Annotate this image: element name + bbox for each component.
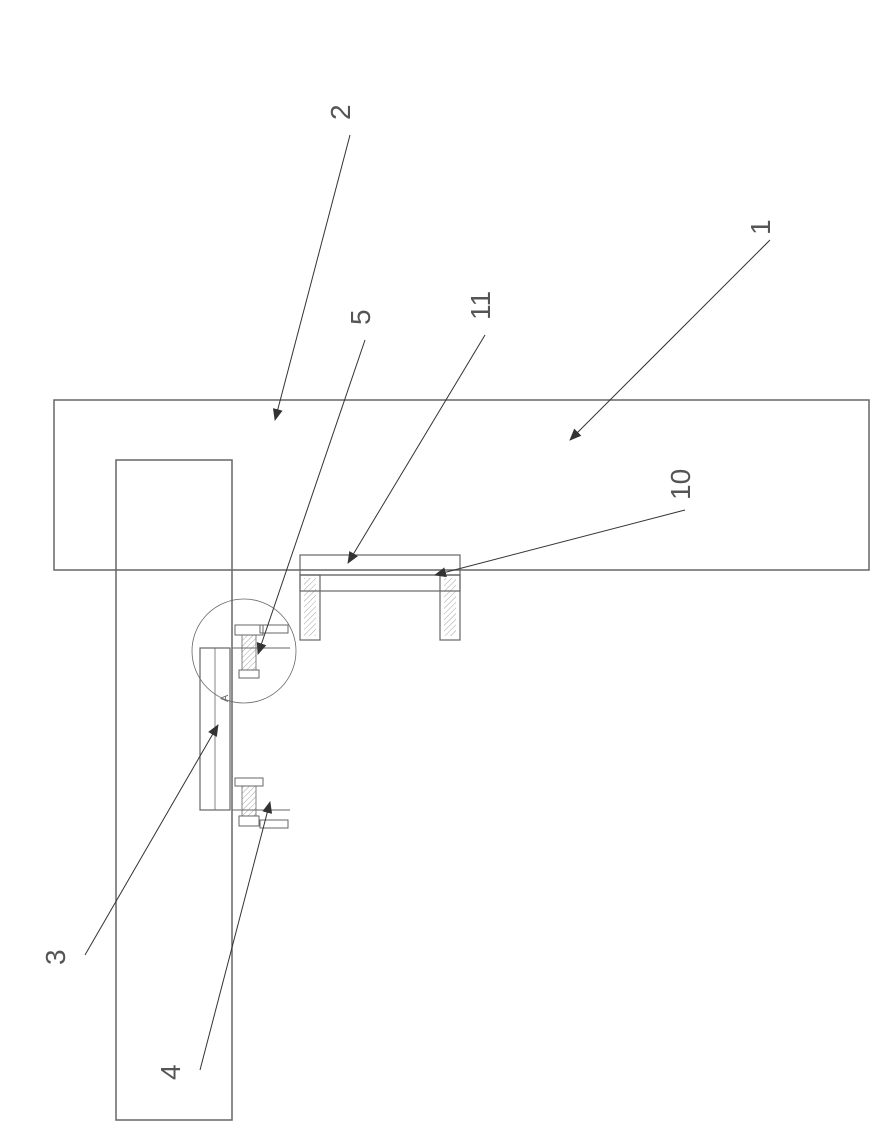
horizontal-member	[54, 400, 869, 570]
leader-1	[570, 240, 770, 440]
leader-2	[275, 135, 350, 420]
label-4: 4	[155, 1064, 186, 1080]
leader-4	[200, 802, 270, 1070]
leader-10	[435, 510, 685, 575]
label-3: 3	[40, 949, 71, 965]
label-1: 1	[745, 219, 776, 235]
top-bolt-right	[260, 625, 288, 633]
label-5: 5	[345, 309, 376, 325]
leader-11	[348, 335, 485, 563]
upper-bracket-assembly	[300, 555, 460, 640]
detail-label: A	[219, 694, 231, 702]
lower-clamp	[200, 648, 230, 810]
bottom-bolt-left	[235, 778, 263, 826]
label-2: 2	[325, 104, 356, 120]
lower-bracket-assembly	[300, 575, 460, 591]
label-10: 10	[665, 469, 696, 500]
label-11: 11	[465, 291, 496, 320]
leader-3	[85, 725, 218, 955]
technical-diagram: A 1 2 3 4 5 10 11	[0, 0, 891, 1125]
